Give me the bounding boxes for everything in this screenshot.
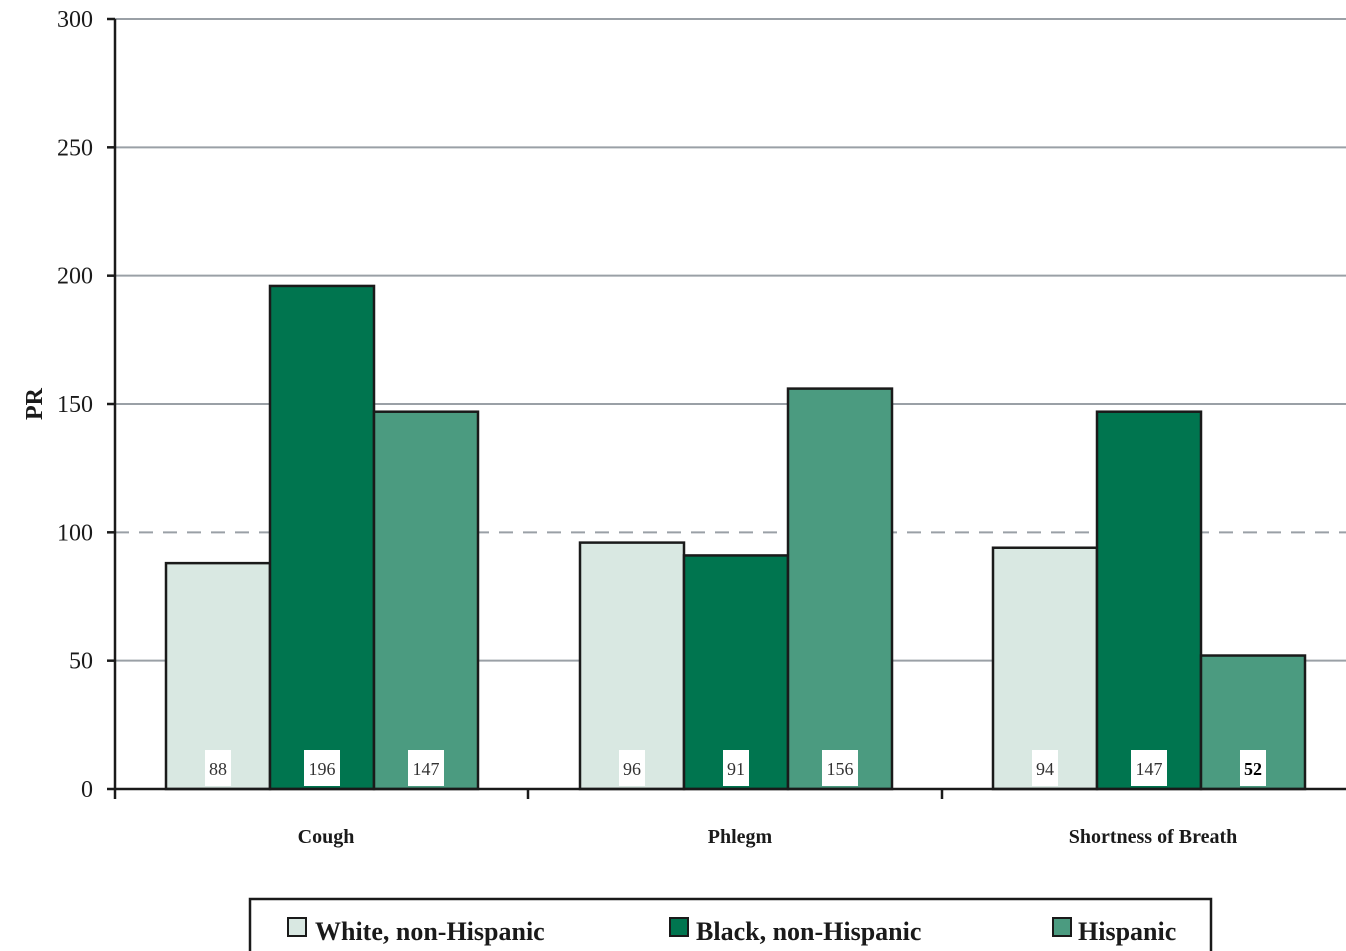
- axes: 0 50 100 150 200 250 300 Cough Phlegm Shortness o…: [22, 7, 1346, 848]
- data-label-box: [1032, 750, 1058, 786]
- bar-hispanic-phlegm: [786, 387, 894, 791]
- data-label: 94: [1036, 759, 1054, 779]
- y-axis-label: PR: [22, 387, 48, 420]
- legend-box: [248, 897, 1213, 951]
- y-tick-label: 150: [57, 392, 93, 418]
- data-label: 88: [209, 759, 227, 779]
- data-label-box: [1131, 750, 1167, 786]
- data-label-box: [822, 750, 858, 786]
- category-label: Phlegm: [708, 826, 773, 848]
- data-label: 147: [413, 759, 440, 779]
- data-label-box: [304, 750, 340, 786]
- legend-swatch: [1052, 917, 1072, 937]
- legend-swatch: [287, 917, 307, 937]
- legend-swatch: [669, 917, 689, 937]
- data-label: 52: [1244, 759, 1262, 779]
- y-tick-label: 250: [57, 135, 93, 161]
- legend-label: White, non-Hispanic: [315, 917, 545, 946]
- data-label-box: [408, 750, 444, 786]
- y-tick-label: 100: [57, 520, 93, 546]
- data-label: 147: [1136, 759, 1163, 779]
- y-tick-label: 0: [81, 777, 93, 803]
- data-label-box: [619, 750, 645, 786]
- labels: 88 96 94 196 91 147 147 156 52: [205, 750, 1266, 786]
- data-label: 156: [827, 759, 854, 779]
- data-label: 91: [727, 759, 745, 779]
- data-label-box: [723, 750, 749, 786]
- y-tick-label: 300: [57, 7, 93, 33]
- category-label: Cough: [298, 826, 355, 848]
- y-tick-label: 200: [57, 264, 93, 290]
- data-label: 96: [623, 759, 641, 779]
- data-label: 196: [309, 759, 336, 779]
- data-label-box: [1240, 750, 1266, 786]
- bars: [164, 284, 1307, 791]
- legend-label: Black, non-Hispanic: [696, 917, 921, 946]
- data-label-box: [205, 750, 231, 786]
- legend-label: Hispanic: [1078, 917, 1176, 946]
- bar-black-non-hispanic-shortness-of-breath: [1095, 410, 1203, 791]
- y-tick-label: 50: [69, 649, 93, 675]
- bar-black-non-hispanic-cough: [268, 284, 376, 791]
- category-label: Shortness of Breath: [1069, 826, 1238, 848]
- bar-hispanic-cough: [372, 410, 480, 791]
- legend: White, non-Hispanic Black, non-Hispanic Hi…: [248, 897, 1213, 951]
